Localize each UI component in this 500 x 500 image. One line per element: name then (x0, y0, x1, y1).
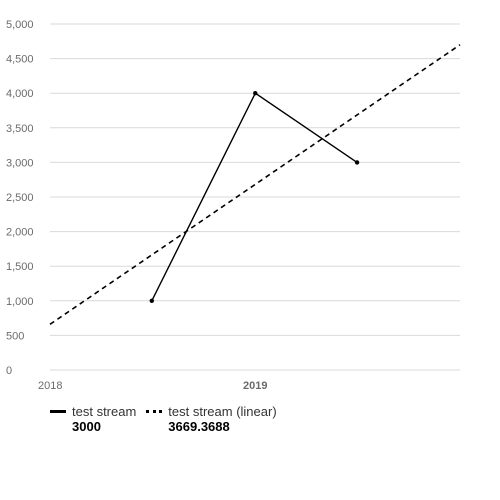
y-tick-label: 2,500 (6, 192, 34, 204)
y-tick-label: 4,500 (6, 54, 34, 66)
legend-item-test-stream-linear[interactable]: test stream (linear) 3669.3688 (146, 404, 277, 434)
legend-series-value: 3000 (72, 419, 101, 434)
y-tick-label: 5,000 (6, 19, 34, 31)
y-tick-label: 1,000 (6, 296, 34, 308)
legend-series-name: test stream (72, 404, 137, 419)
legend: test stream 3000 test stream (linear) 36… (50, 404, 277, 434)
x-tick-label: 2018 (38, 380, 62, 392)
series-lines (49, 44, 461, 325)
legend-series-name: test stream (linear) (168, 404, 277, 419)
data-point[interactable] (253, 91, 258, 96)
y-tick-label: 4,000 (6, 88, 34, 100)
line-chart: 0 500 1,000 1,500 2,000 2,500 3,000 3,500 4,000 4… (6, 19, 461, 392)
y-tick-label: 0 (6, 365, 12, 377)
series-line-test-stream-linear[interactable] (49, 44, 461, 325)
y-axis-tick-labels: 0 500 1,000 1,500 2,000 2,500 3,000 3,500 4,000 4… (6, 19, 34, 377)
y-tick-label: 1,500 (6, 261, 34, 273)
y-tick-label: 2,000 (6, 227, 34, 239)
y-tick-label: 3,500 (6, 123, 34, 135)
legend-swatch-dashed (146, 410, 163, 413)
legend-swatch-solid (50, 410, 66, 413)
y-tick-label: 3,000 (6, 157, 34, 169)
x-tick-label: 2019 (243, 380, 267, 392)
legend-series-value: 3669.3688 (168, 419, 230, 434)
data-point[interactable] (149, 298, 154, 303)
grid-lines (50, 23, 460, 371)
x-axis-tick-labels: 2018 2019 (38, 380, 268, 392)
y-tick-label: 500 (6, 330, 24, 342)
data-point[interactable] (354, 160, 360, 165)
legend-item-test-stream[interactable]: test stream 3000 (50, 404, 136, 434)
